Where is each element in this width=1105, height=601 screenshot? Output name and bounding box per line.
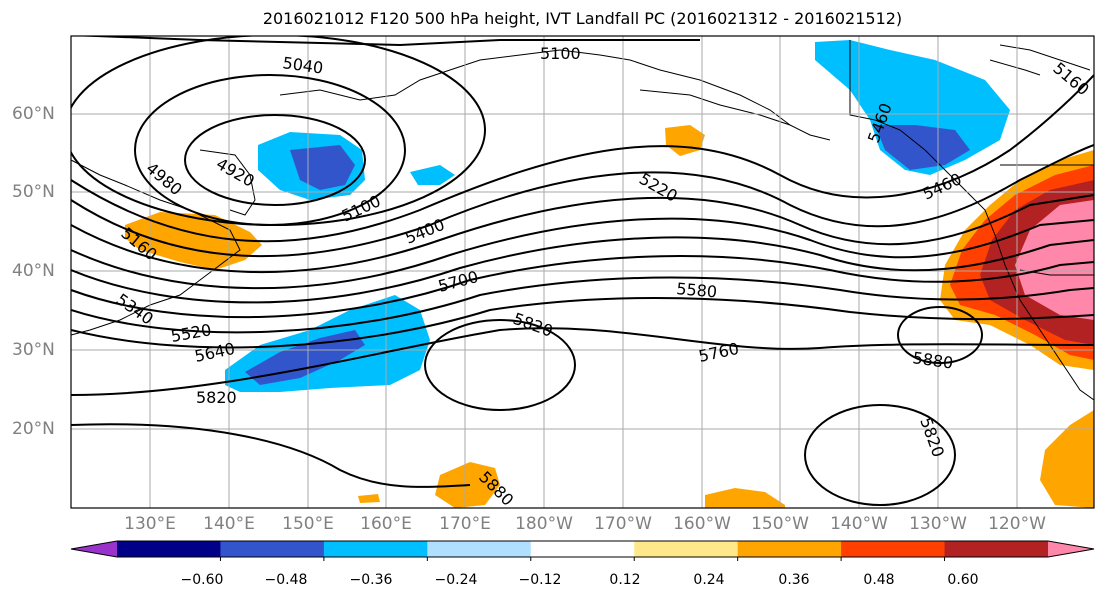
lon-label: 160°E	[360, 514, 412, 534]
colorbar-segments	[71, 541, 1094, 557]
colorbar-segment	[841, 541, 946, 557]
contour-label: 5820	[196, 388, 237, 407]
lon-label: 170°W	[594, 514, 652, 534]
colorbar-tick-label: −0.36	[349, 572, 393, 588]
colorbar-tick-label: −0.24	[434, 572, 478, 588]
colorbar-tick-label: 0.60	[947, 572, 979, 588]
lon-label: 150°E	[282, 514, 334, 534]
colorbar-segment	[323, 541, 428, 557]
colorbar-segment	[634, 541, 739, 557]
colorbar-segment	[737, 541, 842, 557]
lon-label: 140°E	[203, 514, 255, 534]
colorbar-tick-label: −0.48	[264, 572, 308, 588]
colorbar-tick-label: −0.12	[518, 572, 562, 588]
lon-label: 140°W	[830, 514, 888, 534]
lon-label: 160°W	[673, 514, 731, 534]
lat-label: 20°N	[12, 419, 55, 439]
colorbar-tick-label: −0.60	[180, 572, 224, 588]
colorbar-extend-min	[71, 541, 117, 557]
colorbar-segment	[220, 541, 325, 557]
colorbar-tick-label: 0.48	[863, 572, 895, 588]
lon-label: 120°W	[988, 514, 1046, 534]
colorbar-ticks	[219, 557, 946, 561]
map-title: 2016021012 F120 500 hPa height, IVT Land…	[262, 9, 903, 28]
colorbar-segment	[530, 541, 635, 557]
height-contours	[71, 36, 1094, 506]
lat-label: 60°N	[12, 104, 55, 124]
colorbar-tick-label: 0.36	[778, 572, 810, 588]
lat-label: 30°N	[12, 340, 55, 360]
lon-label: 150°W	[751, 514, 809, 534]
colorbar-outline	[70, 540, 1095, 558]
lon-label: 170°E	[439, 514, 491, 534]
colorbar-tick-label: 0.12	[609, 572, 641, 588]
colorbar-segment	[944, 541, 1049, 557]
colorbar-segment	[427, 541, 532, 557]
lon-label: 180°W	[515, 514, 573, 534]
lat-label: 40°N	[12, 261, 55, 281]
colorbar-segment	[117, 541, 221, 557]
colorbar-tick-label: 0.24	[693, 572, 725, 588]
contour-label: 5100	[540, 44, 581, 63]
lon-label: 130°W	[909, 514, 967, 534]
plot-frame	[70, 35, 1095, 509]
contour-label: 5580	[676, 279, 718, 301]
lon-label: 130°E	[124, 514, 176, 534]
lat-label: 50°N	[12, 182, 55, 202]
colorbar-extend-max	[1048, 541, 1094, 557]
